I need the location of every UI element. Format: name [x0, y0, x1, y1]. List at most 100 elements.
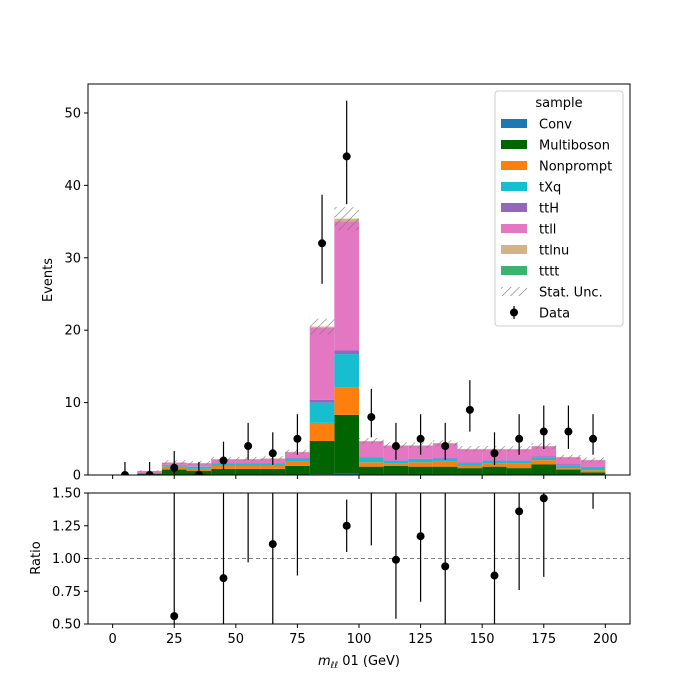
stat-unc-band-10 [359, 438, 384, 444]
main-y-tick-label-0: 0 [73, 469, 81, 484]
data-point-13 [441, 442, 450, 451]
main-y-ticks: 0 10 20 30 40 50 [64, 106, 88, 484]
x-axis-label-sub: ℓℓ [330, 661, 338, 671]
bar-multiboson-11 [383, 465, 409, 475]
legend: sample Conv Multiboson Nonprompt tXq ttH ttll… [494, 90, 624, 327]
main-x-ticks [112, 475, 606, 479]
data-point-1 [145, 471, 154, 475]
ratio-point-14 [564, 384, 572, 392]
bar-nonprompt-6 [260, 465, 286, 469]
legend-swatch-ttll [501, 224, 527, 233]
bar-tth-18 [556, 464, 581, 466]
ratio-x-tick-label-125: 125 [408, 632, 433, 647]
bar-txq-18 [556, 465, 581, 469]
ratio-x-tick-label-0: 0 [108, 632, 116, 647]
ratio-y-tick-label-0.50: 0.50 [52, 618, 81, 633]
ratio-panel: 0 25 50 75 100 125 150 175 200 0.500.751.001.251… [29, 384, 631, 671]
ratio-y-tick-label-0.75: 0.75 [52, 585, 81, 600]
bar-multiboson-17 [531, 464, 557, 475]
data-point-17 [539, 427, 548, 436]
data-point-2 [170, 463, 179, 472]
legend-label-ttlnu: ttlnu [539, 244, 569, 259]
data-point-11 [391, 442, 400, 451]
bar-nonprompt-13 [432, 461, 458, 467]
legend-label-tth: ttH [539, 202, 559, 217]
bar-nonprompt-5 [235, 465, 261, 469]
data-point-9 [342, 152, 351, 161]
bar-txq-17 [531, 457, 557, 461]
bar-tth-10 [359, 457, 384, 458]
bar-multiboson-18 [556, 469, 581, 475]
bar-nonprompt-15 [482, 463, 507, 467]
ratio-x-ticks: 0 25 50 75 100 125 150 175 200 [108, 624, 618, 647]
bar-txq-8 [309, 402, 335, 423]
bar-txq-5 [235, 463, 261, 466]
stat-unc-band-8 [309, 318, 335, 335]
ratio-point-13 [539, 494, 548, 503]
bar-ttll-7 [285, 452, 310, 458]
bar-multiboson-12 [408, 466, 433, 475]
bar-nonprompt-16 [506, 463, 532, 469]
x-axis-label-main: m [318, 654, 331, 669]
bar-ttll-8 [309, 328, 335, 400]
bar-tth-11 [383, 460, 409, 461]
bar-nonprompt-12 [408, 462, 433, 467]
bar-multiboson-4 [211, 468, 236, 475]
bar-tth-7 [285, 457, 310, 459]
bar-multiboson-19 [580, 472, 606, 475]
ratio-point-11 [490, 571, 499, 580]
bar-tth-9 [334, 350, 359, 355]
bar-nonprompt-11 [383, 463, 409, 466]
legend-label-txq: tXq [539, 181, 561, 196]
ratio-y-tick-label-1.50: 1.50 [52, 487, 81, 502]
stat-unc-band-9 [334, 207, 359, 231]
bar-txq-10 [359, 457, 384, 463]
bar-ttll-19 [580, 460, 606, 467]
bar-nonprompt-7 [285, 461, 310, 466]
x-axis-label-rest: 01 (GeV) [338, 654, 400, 669]
ratio-x-tick-label-75: 75 [289, 632, 306, 647]
stat-unc-band-18 [556, 454, 581, 460]
ratio-y-ticks: 0.50 0.75 1.00 1.25 1.50 [52, 487, 88, 633]
bar-nonprompt-8 [309, 422, 335, 441]
bar-txq-7 [285, 458, 310, 462]
bar-conv-9 [334, 473, 359, 475]
bar-txq-12 [408, 459, 433, 463]
ratio-point-1 [219, 574, 228, 583]
ratio-point-12 [515, 507, 524, 516]
ratio-point-8 [391, 555, 400, 564]
legend-items: Conv Multiboson Nonprompt tXq ttH ttll ttlnu tt… [501, 118, 612, 322]
stat-unc-band-19 [580, 457, 606, 462]
legend-label-tttt: tttt [539, 265, 559, 280]
main-y-tick-label-20: 20 [64, 324, 81, 339]
bar-tth-17 [531, 456, 557, 458]
legend-swatch-tttt [501, 266, 527, 275]
data-point-14 [465, 405, 474, 414]
legend-data-marker [510, 308, 518, 317]
data-point-18 [564, 427, 573, 436]
main-y-tick-label-30: 30 [64, 251, 81, 266]
bar-multiboson-9 [334, 414, 359, 474]
bar-multiboson-7 [285, 465, 310, 475]
main-y-tick-label-40: 40 [64, 179, 81, 194]
data-point-5 [244, 442, 253, 451]
legend-label-ttll: ttll [539, 223, 556, 238]
bar-ttll-10 [359, 441, 384, 458]
legend-swatch-stat-unc [501, 287, 527, 296]
bar-nonprompt-19 [580, 470, 606, 473]
data-point-0 [120, 471, 129, 475]
data-point-3 [194, 471, 203, 475]
ratio-y-tick-label-1.00: 1.00 [52, 552, 81, 567]
bar-tth-14 [457, 462, 483, 464]
main-y-tick-label-10: 10 [64, 396, 81, 411]
ratio-x-tick-label-50: 50 [228, 632, 245, 647]
legend-title: sample [535, 96, 582, 111]
bar-multiboson-15 [482, 466, 507, 475]
ratio-points [170, 384, 594, 624]
bar-ttll-9 [334, 221, 359, 351]
bar-tth-8 [309, 399, 335, 403]
bar-tth-12 [408, 458, 433, 460]
bar-txq-9 [334, 354, 359, 388]
legend-swatch-conv [501, 119, 527, 128]
